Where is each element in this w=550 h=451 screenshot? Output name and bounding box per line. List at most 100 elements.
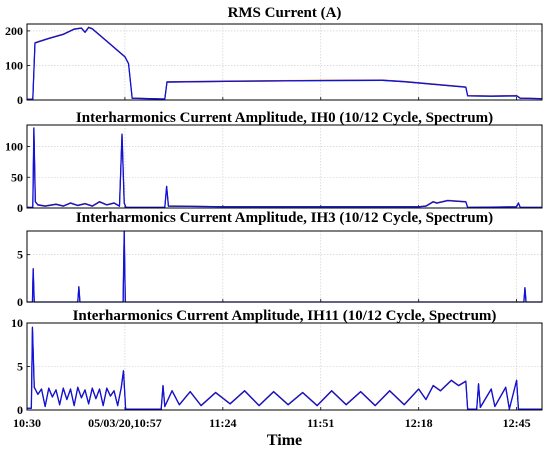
panel-1-plot-area	[26, 124, 543, 209]
panel-1-series-3-point	[425, 205, 427, 207]
panel-3-series-3-point	[374, 405, 376, 407]
panel-2-border	[26, 230, 543, 303]
panel-3-series-3-point	[164, 406, 166, 407]
panel-1-series-3-point	[447, 200, 449, 202]
panel-3-series-3-point	[476, 408, 478, 410]
panel-3-series-3-point	[41, 388, 42, 390]
panel-1-series-3-point	[77, 205, 79, 206]
panel-2-title: Interharmonics Current Amplitude, IH3 (1…	[76, 210, 493, 226]
panel-1-series-3-point	[121, 133, 123, 135]
panel-3-series-3-point	[84, 389, 86, 391]
panel-1-series-3-point	[226, 206, 227, 208]
panel-0-title: RMS Current (A)	[228, 5, 342, 21]
panel-0-series-3-point	[48, 38, 50, 39]
panel-3-series-3-point	[478, 383, 479, 385]
x-tick-label: 05/03/20,10:57	[88, 416, 162, 430]
panel-3-series-3-point	[178, 404, 180, 406]
panel-3-series-3-point	[77, 386, 79, 388]
panel-1-series-3-point	[106, 204, 108, 206]
panel-0-series-3-point	[166, 81, 168, 83]
panel-3-series-3-point	[30, 407, 32, 409]
panel-3-series-3-point	[345, 404, 347, 406]
panel-1-ytick-label: 100	[5, 140, 23, 154]
panel-3-series-3-point	[287, 404, 289, 406]
panel-0-series-3-point	[403, 81, 405, 83]
panel-1-series-3-point	[44, 205, 46, 207]
panel-0-series-3-point	[91, 28, 93, 30]
panel-1-series-3-point	[518, 202, 519, 204]
panel-3-series-3-point	[59, 404, 61, 406]
panel-3-series-3-point	[123, 370, 124, 372]
panel-3-plot-area	[26, 322, 543, 411]
panel-0-series-3-point	[81, 27, 82, 29]
panel-0-ytick-label: 100	[5, 58, 23, 72]
panel-0-series-3-point	[164, 98, 166, 100]
panel-3-series-3-point	[95, 398, 97, 400]
panel-1-series-3-point	[34, 201, 36, 203]
panel-0-border	[26, 23, 543, 101]
panel-1-series-3-point	[168, 205, 169, 207]
panel-3-series-3-point	[200, 405, 202, 407]
panel-0-series-3-point	[88, 27, 90, 28]
panel-1-series-3-point	[465, 201, 467, 203]
panel-3-series-3-point	[51, 396, 53, 398]
x-tick-label: 12:18	[405, 416, 433, 430]
panel-3-series-3-point	[425, 399, 427, 400]
panel-3-series-3-point	[189, 391, 191, 393]
panel-1-ytick-label: 50	[11, 170, 23, 184]
panel-3-series-3-point	[37, 393, 39, 395]
panel-3-ytick-label: 0	[17, 403, 23, 417]
panel-3-border	[26, 322, 543, 411]
panel-3-series-3-point	[331, 390, 333, 392]
panel-1-series-3-point	[316, 206, 318, 208]
x-tick-label: 11:51	[307, 416, 334, 430]
panel-3-series-3-point	[440, 390, 441, 392]
panel-3-series-3-point	[465, 380, 467, 382]
panel-3-series-3-point	[229, 403, 231, 405]
panel-1-series-3-point	[91, 205, 93, 207]
panel-3-series-3-point	[360, 391, 362, 393]
panel-3-series-3-point	[66, 399, 68, 400]
panel-3-series-3-point	[432, 385, 434, 387]
panel-3-series-3-point	[450, 380, 452, 381]
panel-3-series-3-point	[162, 385, 164, 387]
panel-1-series-3-point	[418, 206, 420, 208]
panel-3-series-3-point	[62, 387, 64, 389]
panel-3-series-3-point	[160, 408, 162, 410]
panel-3-series-3-point	[120, 386, 122, 388]
panel-3-series-3-point	[106, 387, 108, 389]
panel-3-series-3-point	[418, 388, 420, 390]
x-axis-label: Time	[267, 432, 302, 449]
panel-1-series-3-point	[62, 205, 64, 207]
panel-3-series-3-point	[110, 395, 111, 397]
x-tick-label: 10:30	[13, 416, 41, 430]
panel-1-series-3-point	[55, 203, 57, 205]
panel-0-series-3-point	[131, 97, 133, 99]
panel-1-border	[26, 124, 543, 209]
panel-0-series-3-point	[490, 95, 492, 97]
panel-2-ytick-label: 5	[17, 248, 23, 262]
panel-1-series-3-point	[436, 202, 438, 204]
panel-0-series-3-point	[160, 98, 162, 100]
panel-3-series-3-point	[125, 408, 127, 410]
panel-3-series-3-point	[113, 390, 115, 392]
panel-1-series-3-point	[123, 202, 125, 204]
panel-0-series-3-point	[516, 95, 518, 97]
x-tick-label: 11:24	[209, 416, 236, 430]
panel-1-series-3-point	[166, 186, 168, 187]
panel-1-series-3-point	[113, 202, 115, 204]
panel-0-series-3-point	[316, 80, 318, 82]
panel-3-series-3-point	[389, 390, 391, 392]
panel-3-ytick-label: 5	[17, 360, 23, 374]
panel-3-series-3-point	[516, 380, 518, 381]
panel-1-series-3-point	[119, 205, 120, 207]
panel-3-series-3-point	[88, 403, 90, 405]
panel-3-series-3-point	[403, 404, 405, 406]
panel-3-title: Interharmonics Current Amplitude, IH11 (…	[73, 308, 497, 324]
panel-3-ytick-label: 10	[11, 316, 23, 330]
panel-1-series-3-point	[70, 202, 71, 204]
panel-0-plot-area	[26, 23, 543, 101]
panel-3-series-3-point	[73, 405, 75, 407]
panel-3-series-3-point	[33, 386, 35, 388]
